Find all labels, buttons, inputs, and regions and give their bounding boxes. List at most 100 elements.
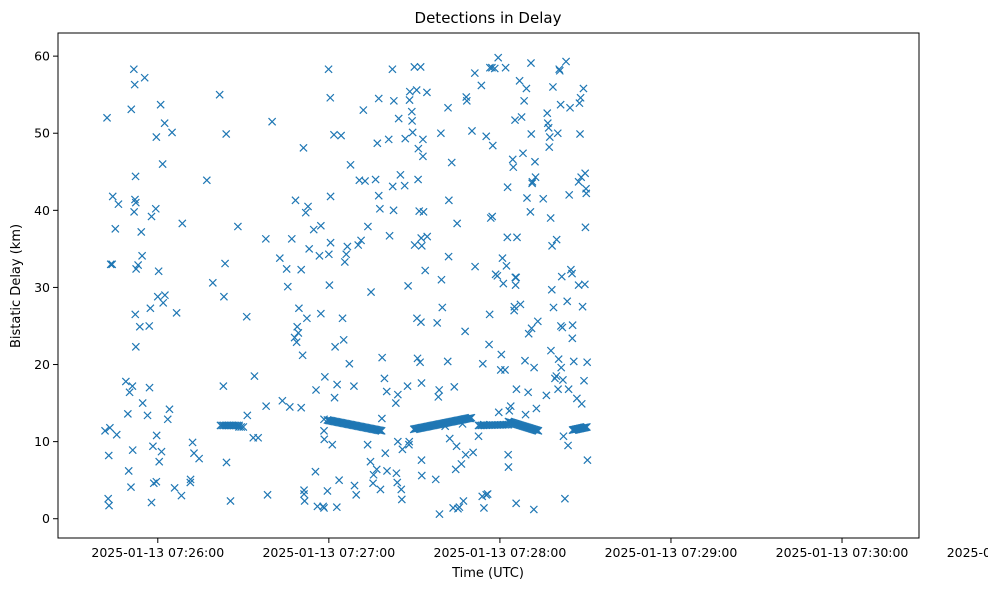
data-point xyxy=(494,53,503,62)
data-point xyxy=(343,242,352,251)
data-point xyxy=(129,65,138,74)
data-point xyxy=(417,379,426,388)
data-point xyxy=(391,399,400,408)
data-point xyxy=(359,106,368,115)
data-point xyxy=(268,117,277,126)
data-point xyxy=(576,93,585,102)
data-point xyxy=(394,114,403,123)
data-point xyxy=(552,235,561,244)
data-point xyxy=(154,267,163,276)
data-point xyxy=(195,454,204,463)
data-point xyxy=(311,385,321,394)
data-point xyxy=(305,244,314,253)
data-point xyxy=(123,409,132,418)
data-point xyxy=(160,291,169,300)
data-point xyxy=(558,375,567,384)
data-point xyxy=(414,175,423,184)
data-point xyxy=(461,327,470,336)
x-tick-label: 2025-01-13 07:28:00 xyxy=(434,545,567,560)
data-point xyxy=(510,302,519,311)
data-point xyxy=(319,426,329,435)
data-point xyxy=(539,194,548,203)
data-point xyxy=(311,467,320,476)
data-point xyxy=(488,212,497,221)
data-point xyxy=(384,135,393,144)
x-axis: 2025-01-13 07:26:00 2025-01-13 07:27:00 20… xyxy=(91,538,988,560)
data-point xyxy=(520,96,529,105)
data-point xyxy=(163,415,172,424)
data-point xyxy=(385,231,394,240)
data-point xyxy=(121,377,130,386)
data-point xyxy=(125,388,134,397)
data-point xyxy=(515,76,524,85)
data-point xyxy=(346,160,355,169)
data-point xyxy=(374,191,383,200)
data-point xyxy=(215,90,224,99)
data-point xyxy=(560,494,569,503)
data-point xyxy=(544,123,553,132)
data-point xyxy=(501,365,510,374)
data-point xyxy=(477,81,486,90)
data-point xyxy=(558,323,567,332)
y-tick-label: 60 xyxy=(34,49,50,64)
data-point xyxy=(565,190,574,199)
data-point xyxy=(417,241,426,250)
data-point xyxy=(396,170,405,179)
data-point xyxy=(459,496,468,506)
data-point xyxy=(130,80,139,89)
data-point xyxy=(488,141,497,150)
data-point xyxy=(550,374,559,383)
data-point xyxy=(352,490,361,499)
data-point xyxy=(462,96,471,105)
data-point xyxy=(421,266,430,275)
data-point xyxy=(504,450,513,459)
data-point xyxy=(554,385,563,394)
data-point xyxy=(574,177,583,186)
data-point xyxy=(553,129,562,138)
data-point xyxy=(579,84,588,93)
y-tick-label: 30 xyxy=(34,280,50,295)
data-point xyxy=(504,463,513,472)
data-point xyxy=(130,195,140,204)
data-point xyxy=(552,372,561,381)
data-point xyxy=(505,406,514,415)
data-point xyxy=(131,198,140,207)
data-point xyxy=(134,261,143,270)
data-point xyxy=(222,129,231,139)
data-point xyxy=(263,490,272,499)
chart-title: Detections in Delay xyxy=(415,9,562,27)
data-point xyxy=(371,175,380,184)
data-point xyxy=(254,433,263,442)
data-point xyxy=(138,399,147,408)
data-point xyxy=(545,143,554,152)
data-point xyxy=(114,200,123,209)
data-point xyxy=(548,82,557,91)
data-point xyxy=(435,385,444,394)
data-point xyxy=(291,196,300,205)
data-point xyxy=(381,449,390,458)
data-point xyxy=(517,113,526,122)
data-point xyxy=(140,73,149,82)
data-point xyxy=(437,275,446,284)
data-point xyxy=(555,65,564,74)
data-point xyxy=(453,219,462,228)
data-point xyxy=(297,403,306,412)
data-point xyxy=(450,382,459,391)
data-point xyxy=(152,431,161,440)
data-point xyxy=(568,334,577,343)
y-tick-label: 20 xyxy=(34,357,50,372)
data-point xyxy=(333,380,342,389)
data-point xyxy=(160,119,169,128)
data-point xyxy=(461,450,470,459)
data-point xyxy=(148,442,157,451)
data-point xyxy=(152,477,161,486)
data-point xyxy=(416,358,425,367)
data-point xyxy=(562,57,571,66)
data-point xyxy=(146,304,155,313)
data-point xyxy=(566,103,575,112)
data-point xyxy=(393,478,402,487)
data-point xyxy=(349,382,358,391)
data-point xyxy=(487,63,496,72)
data-point xyxy=(524,388,533,397)
data-point xyxy=(366,457,375,466)
